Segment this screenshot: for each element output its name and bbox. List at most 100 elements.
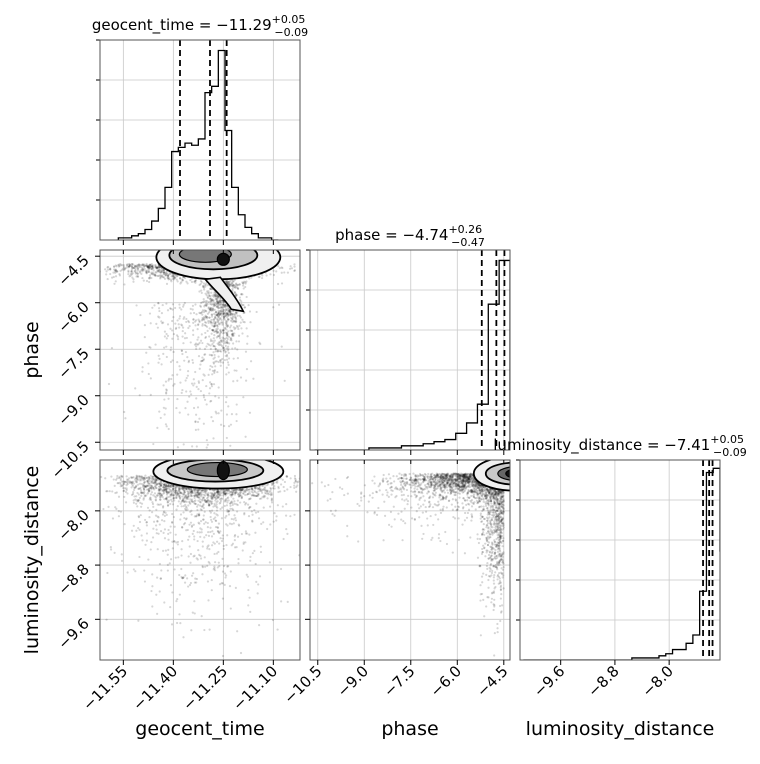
sample-point <box>252 552 254 554</box>
sample-point <box>276 329 278 331</box>
sample-point <box>203 629 205 631</box>
sample-point <box>105 270 107 272</box>
sample-point <box>181 324 183 326</box>
sample-point <box>197 549 199 551</box>
sample-point <box>245 282 247 284</box>
sample-point <box>228 425 230 427</box>
sample-point <box>161 312 163 314</box>
sample-point <box>293 482 295 484</box>
sample-point <box>170 558 172 560</box>
sample-point <box>220 409 222 411</box>
sample-point <box>120 511 122 513</box>
sample-point <box>214 345 216 347</box>
sample-point <box>131 494 133 496</box>
sample-point <box>248 491 250 493</box>
sample-point <box>234 287 236 289</box>
sample-point <box>245 280 247 282</box>
sample-point <box>226 347 228 349</box>
sample-point <box>182 577 184 579</box>
sample-point <box>190 393 192 395</box>
sample-point <box>241 332 243 334</box>
title-main: luminosity_distance = −7.41 <box>493 436 710 455</box>
sample-point <box>249 597 251 599</box>
sample-point <box>213 518 215 520</box>
sample-point <box>110 548 112 550</box>
sample-point <box>208 306 210 308</box>
sample-point <box>167 273 169 275</box>
sample-point <box>167 398 169 400</box>
sample-point <box>166 337 168 339</box>
sample-point <box>213 318 215 320</box>
sample-point <box>224 576 226 578</box>
sample-point <box>162 321 164 323</box>
sample-point <box>213 334 215 336</box>
sample-point <box>112 517 114 519</box>
sample-point <box>217 349 219 351</box>
sample-point <box>301 487 303 489</box>
sample-point <box>181 335 183 337</box>
histogram-panel-geocent_time: geocent_time = −11.29+0.05−0.09 <box>92 13 308 245</box>
sample-point <box>176 361 178 363</box>
sample-point <box>241 496 243 498</box>
sample-point <box>195 319 197 321</box>
sample-point <box>213 383 215 385</box>
sample-point <box>172 303 174 305</box>
sample-point <box>157 548 159 550</box>
sample-point <box>197 558 199 560</box>
sample-point <box>134 387 136 389</box>
sample-point <box>204 348 206 350</box>
title-minus: −0.47 <box>451 236 485 249</box>
sample-point <box>236 630 238 632</box>
sample-point <box>197 328 199 330</box>
sample-point <box>167 529 169 531</box>
sample-point <box>148 516 150 518</box>
sample-point <box>234 534 236 536</box>
sample-point <box>321 275 323 277</box>
sample-point <box>199 312 201 314</box>
sample-point <box>162 505 164 507</box>
sample-point <box>187 327 189 329</box>
sample-point <box>178 326 180 328</box>
sample-point <box>221 310 223 312</box>
x-tick-label: −8.8 <box>584 662 622 700</box>
sample-point <box>257 592 259 594</box>
sample-point <box>239 299 241 301</box>
sample-point <box>231 523 233 525</box>
sample-point <box>285 503 287 505</box>
sample-point <box>247 589 249 591</box>
sample-point <box>152 476 154 478</box>
sample-point <box>147 507 149 509</box>
sample-point <box>107 278 109 280</box>
sample-point <box>223 565 225 567</box>
sample-point <box>182 279 184 281</box>
sample-point <box>175 557 177 559</box>
sample-point <box>243 490 245 492</box>
sample-point <box>233 358 235 360</box>
sample-point <box>285 515 287 517</box>
sample-point <box>228 352 230 354</box>
sample-point <box>170 584 172 586</box>
sample-point <box>148 490 150 492</box>
histogram-frame <box>520 460 720 660</box>
hist-grid <box>310 250 510 450</box>
sample-point <box>223 545 225 547</box>
sample-point <box>205 336 207 338</box>
sample-point <box>209 531 211 533</box>
sample-point <box>160 485 162 487</box>
sample-point <box>237 315 239 317</box>
sample-point <box>239 501 241 503</box>
sample-point <box>109 490 111 492</box>
sample-point <box>158 310 160 312</box>
sample-point <box>190 582 192 584</box>
sample-point <box>267 492 269 494</box>
sample-point <box>110 475 112 477</box>
sample-point <box>228 314 230 316</box>
sample-point <box>179 497 181 499</box>
sample-point <box>185 505 187 507</box>
sample-point <box>135 275 137 277</box>
sample-point <box>251 514 253 516</box>
sample-point <box>179 412 181 414</box>
sample-point <box>175 600 177 602</box>
sample-point <box>171 374 173 376</box>
sample-point <box>192 362 194 364</box>
